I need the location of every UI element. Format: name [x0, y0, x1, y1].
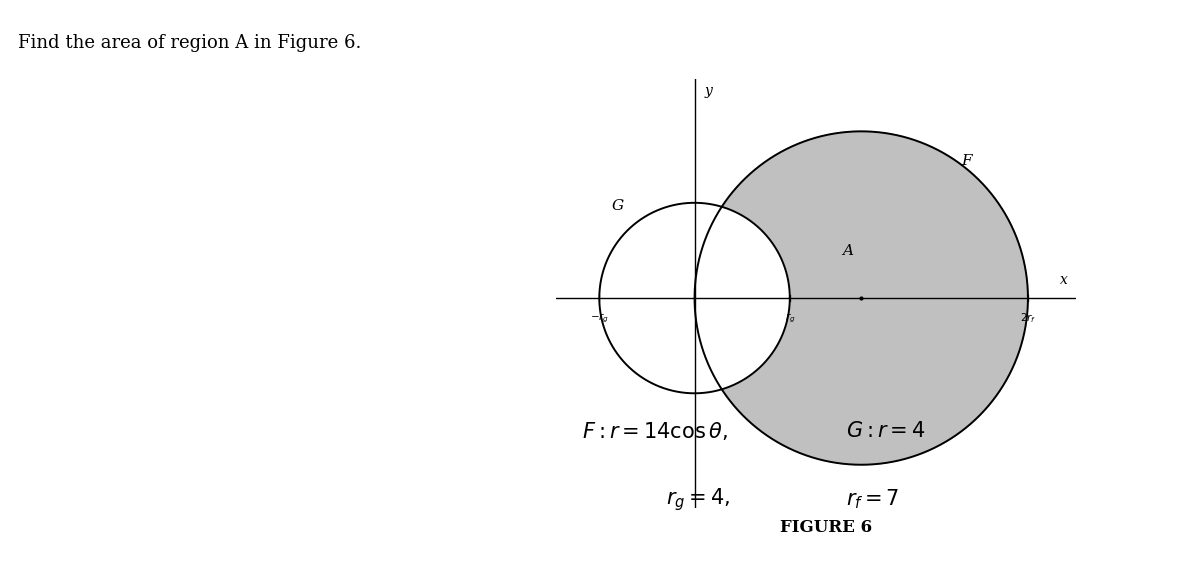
Text: $r_f=7$: $r_f=7$ — [846, 487, 900, 511]
Text: $F:r=14\cos\theta,$: $F:r=14\cos\theta,$ — [582, 420, 728, 443]
Polygon shape — [599, 203, 790, 393]
Text: $2r_f$: $2r_f$ — [1020, 311, 1036, 325]
Text: Find the area of region A in Figure 6.: Find the area of region A in Figure 6. — [18, 34, 361, 52]
Text: $G:r=4$: $G:r=4$ — [846, 421, 925, 442]
Text: F: F — [961, 153, 972, 168]
Text: $-r_g$: $-r_g$ — [589, 311, 608, 324]
Text: $r_g$: $r_g$ — [785, 311, 796, 324]
Text: G: G — [611, 199, 623, 213]
Text: x: x — [1060, 274, 1068, 287]
Polygon shape — [695, 131, 1028, 465]
Text: $r_g=4,$: $r_g=4,$ — [666, 486, 730, 513]
Text: A: A — [842, 244, 853, 258]
Text: FIGURE 6: FIGURE 6 — [780, 519, 872, 536]
Text: y: y — [704, 83, 712, 98]
